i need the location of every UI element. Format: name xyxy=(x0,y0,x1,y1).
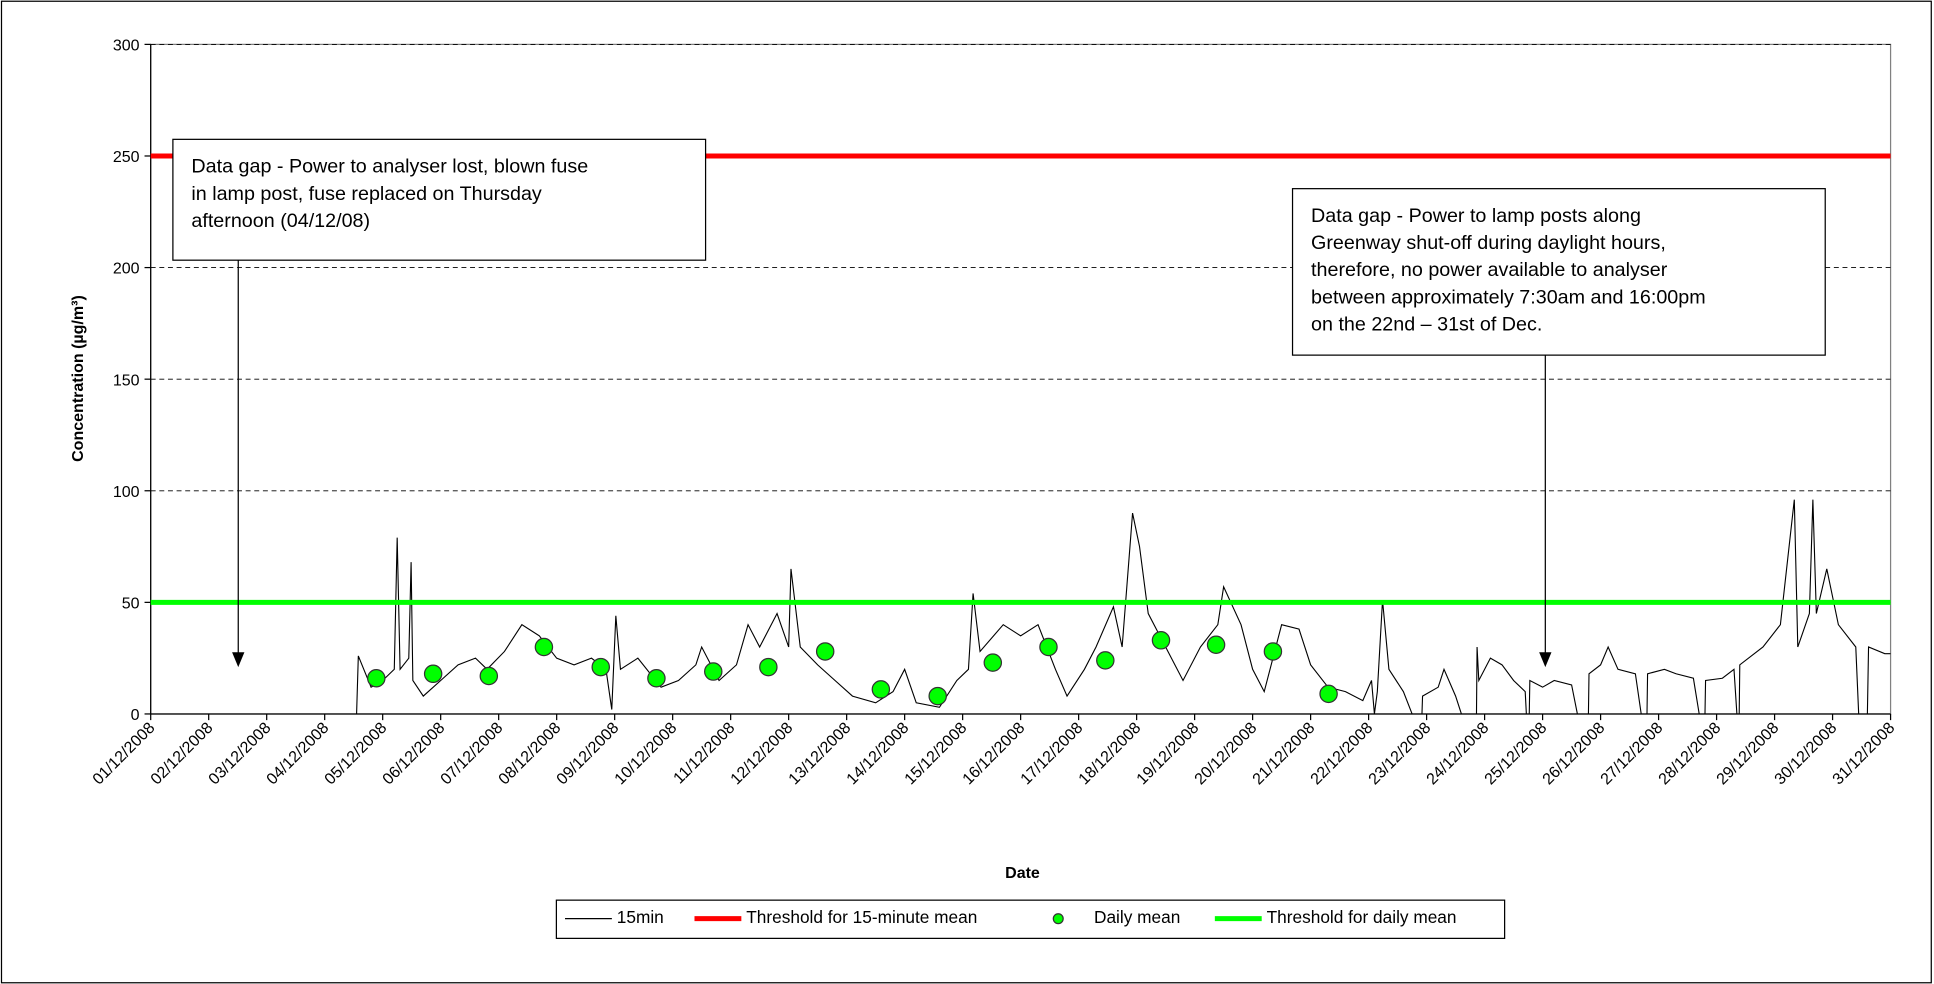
annotation-text: in lamp post, fuse replaced on Thursday xyxy=(191,183,542,205)
daily-mean-marker xyxy=(479,666,499,686)
daily-mean-marker xyxy=(367,668,386,688)
y-tick-label: 200 xyxy=(113,260,140,278)
line-15min xyxy=(356,499,1891,715)
daily-mean-marker xyxy=(1206,635,1226,655)
y-tick-label: 50 xyxy=(122,595,140,613)
legend-label: 15min xyxy=(617,907,664,927)
legend-label: Threshold for daily mean xyxy=(1267,907,1457,927)
daily-mean-marker xyxy=(534,637,554,657)
legend-label: Threshold for 15-minute mean xyxy=(746,907,977,927)
annotation-text: between approximately 7:30am and 16:00pm xyxy=(1311,286,1706,308)
annotation-arrowhead xyxy=(1539,652,1552,668)
y-tick-label: 150 xyxy=(113,371,140,389)
daily-mean-marker xyxy=(1263,642,1283,661)
daily-mean-marker xyxy=(983,653,1003,672)
legend: 15min Threshold for 15-minute mean Daily m… xyxy=(555,899,1506,939)
daily-mean-marker xyxy=(1151,631,1171,650)
y-tick-label: 0 xyxy=(131,706,140,724)
daily-mean-marker xyxy=(871,680,891,699)
annotation-box xyxy=(1291,188,1826,356)
annotation-arrowhead xyxy=(232,652,245,668)
daily-mean-marker xyxy=(423,664,443,684)
daily-mean-marker xyxy=(1319,684,1338,704)
y-axis-title: Concentration (µg/m³) xyxy=(69,295,87,462)
annotation-text: therefore, no power available to analyse… xyxy=(1311,259,1668,281)
daily-mean-marker xyxy=(815,642,835,661)
y-tick-label: 100 xyxy=(113,483,140,501)
annotation-text: on the 22nd – 31st of Dec. xyxy=(1311,313,1542,335)
x-axis-title: Date xyxy=(1005,864,1040,882)
y-tick-label: 300 xyxy=(113,37,140,55)
daily-mean-marker xyxy=(928,686,947,706)
legend-marker xyxy=(1052,913,1064,925)
annotation-text: afternoon (04/12/08) xyxy=(191,210,370,232)
daily-mean-marker xyxy=(759,657,778,677)
daily-mean-marker xyxy=(1096,651,1115,670)
annotation-text: Greenway shut-off during daylight hours, xyxy=(1311,232,1666,254)
daily-mean-marker xyxy=(704,662,723,681)
daily-mean-marker xyxy=(591,657,610,677)
y-tick-label: 250 xyxy=(113,148,140,166)
annotation-text: Data gap - Power to lamp posts along xyxy=(1311,205,1641,227)
daily-mean-marker xyxy=(647,668,666,688)
annotation-box xyxy=(172,138,707,261)
annotation-text: Data gap - Power to analyser lost, blown… xyxy=(191,156,588,178)
legend-label: Daily mean xyxy=(1094,907,1180,927)
daily-mean-marker xyxy=(1039,637,1058,657)
